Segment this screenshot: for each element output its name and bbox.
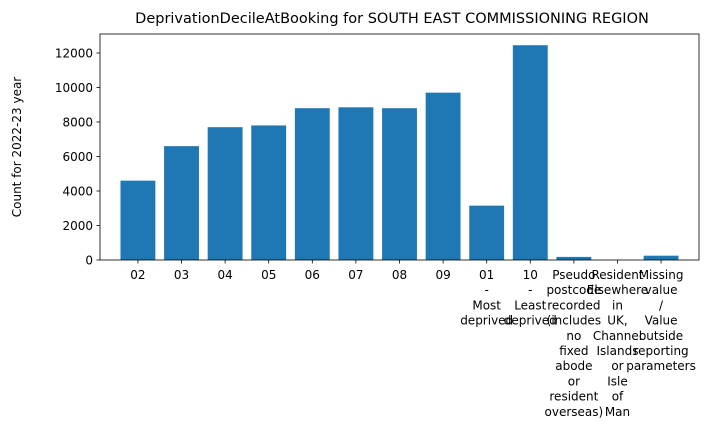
y-tick-label: 6000 [62,150,93,164]
x-tick-label: 05 [261,268,276,282]
y-tick-label: 8000 [62,115,93,129]
chart-title: DeprivationDecileAtBooking for SOUTH EAS… [135,11,649,27]
x-tick-label: Pseudo postcode recorded (includes no fixed ab… [545,268,604,419]
bar [251,125,287,260]
bar [556,256,592,260]
bar [294,108,330,261]
bar [469,205,505,260]
y-tick-label: 10000 [55,81,93,95]
x-tick-label: 04 [217,268,232,282]
x-tick-label: 09 [435,268,450,282]
y-axis: 0 2000 4000 6000 8000 10000 12000 [55,46,100,267]
y-axis-label: Count for 2022-23 year [10,77,24,218]
bar [425,92,461,260]
y-tick-label: 2000 [62,219,93,233]
bar [382,108,417,261]
x-tick-label: 01 -Most deprived [460,268,513,328]
y-tick-label: 0 [85,253,93,267]
bar [338,107,374,260]
plot-frame [99,33,700,261]
x-tick-label: 08 [392,268,407,282]
bar [643,255,679,260]
bar [512,45,548,260]
bar [164,146,199,260]
bar [207,127,243,260]
y-tick-label: 4000 [62,184,93,198]
x-tick-label: 10 -Least deprived [504,268,557,328]
bar [120,180,156,260]
x-tick-label: 06 [305,268,320,282]
x-tick-label: Resident Elsewhere in UK, Channel Islands or Is… [587,268,648,419]
x-tick-label: 07 [348,268,363,282]
bars-group [120,45,679,261]
x-tick-label: 02 [130,268,145,282]
x-tick-label: 03 [174,268,189,282]
y-tick-label: 12000 [55,46,93,60]
x-tick-label: Missing value / Value outside reporting parame… [626,268,696,373]
